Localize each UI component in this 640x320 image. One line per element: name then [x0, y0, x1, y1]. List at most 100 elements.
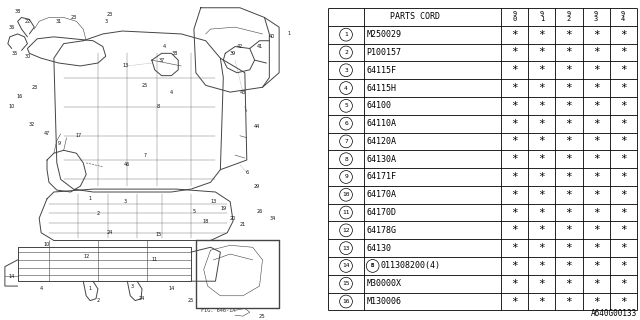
Text: *: * [538, 225, 545, 235]
Text: 20: 20 [230, 216, 236, 221]
Text: 4: 4 [163, 44, 166, 49]
Text: *: * [566, 154, 572, 164]
Text: *: * [566, 243, 572, 253]
Text: 13: 13 [342, 246, 350, 251]
Text: 15: 15 [156, 232, 162, 237]
Text: *: * [593, 261, 600, 271]
Text: 7: 7 [143, 153, 147, 158]
Text: 14: 14 [168, 286, 175, 292]
Text: *: * [511, 136, 518, 147]
Text: *: * [538, 83, 545, 93]
Text: 6: 6 [245, 170, 248, 175]
Text: *: * [593, 172, 600, 182]
Text: 0: 0 [513, 16, 516, 22]
Text: M130006: M130006 [366, 297, 401, 306]
Text: 13: 13 [122, 63, 129, 68]
Text: *: * [620, 119, 627, 129]
Text: *: * [620, 297, 627, 307]
Text: 3: 3 [594, 16, 598, 22]
Text: 43: 43 [240, 90, 246, 95]
Text: *: * [538, 47, 545, 58]
Text: *: * [566, 65, 572, 75]
Text: 26: 26 [257, 209, 262, 214]
Text: 22: 22 [24, 19, 31, 24]
Text: 64178G: 64178G [366, 226, 396, 235]
Text: *: * [620, 83, 627, 93]
Text: 31: 31 [56, 19, 62, 24]
Text: *: * [511, 101, 518, 111]
Text: *: * [620, 261, 627, 271]
Text: 12: 12 [83, 254, 90, 260]
Text: *: * [593, 65, 600, 75]
Text: *: * [511, 30, 518, 40]
Text: 23: 23 [107, 12, 113, 17]
Text: 64170D: 64170D [366, 208, 396, 217]
Text: 64115H: 64115H [366, 84, 396, 92]
Text: 47: 47 [44, 131, 50, 136]
Text: 6: 6 [344, 121, 348, 126]
Text: 29: 29 [253, 184, 260, 189]
Text: 64130: 64130 [366, 244, 391, 253]
Text: *: * [566, 136, 572, 147]
Text: *: * [566, 190, 572, 200]
Text: 4: 4 [170, 90, 173, 95]
Text: 2: 2 [344, 50, 348, 55]
Text: B: B [371, 263, 374, 268]
Text: *: * [511, 119, 518, 129]
Text: *: * [620, 243, 627, 253]
Text: 23: 23 [31, 85, 37, 90]
Text: 2: 2 [97, 211, 99, 216]
Text: *: * [566, 172, 572, 182]
Text: *: * [620, 136, 627, 147]
Text: *: * [538, 208, 545, 218]
Text: *: * [620, 154, 627, 164]
Text: 7: 7 [344, 139, 348, 144]
Text: 1: 1 [88, 286, 92, 292]
Text: *: * [538, 172, 545, 182]
Text: *: * [566, 261, 572, 271]
Text: *: * [538, 65, 545, 75]
Text: 5: 5 [344, 103, 348, 108]
Text: *: * [511, 225, 518, 235]
Text: *: * [620, 225, 627, 235]
Text: PARTS CORD: PARTS CORD [390, 12, 440, 21]
Text: 30: 30 [24, 54, 31, 59]
Text: *: * [511, 83, 518, 93]
Text: 1: 1 [287, 31, 291, 36]
Text: 4: 4 [40, 286, 43, 292]
Text: 16: 16 [342, 299, 350, 304]
Text: 8: 8 [344, 157, 348, 162]
Text: 9: 9 [513, 12, 516, 17]
Text: 3: 3 [131, 284, 134, 289]
Text: 9: 9 [344, 174, 348, 180]
Text: *: * [511, 279, 518, 289]
Text: 9: 9 [594, 12, 598, 17]
Text: *: * [538, 279, 545, 289]
Text: *: * [566, 83, 572, 93]
Text: *: * [620, 65, 627, 75]
Text: 34: 34 [269, 216, 275, 221]
Text: *: * [566, 279, 572, 289]
Text: *: * [593, 30, 600, 40]
Text: 1: 1 [540, 16, 544, 22]
Text: *: * [593, 83, 600, 93]
Text: *: * [538, 101, 545, 111]
Text: *: * [620, 30, 627, 40]
Text: *: * [620, 279, 627, 289]
Text: *: * [511, 190, 518, 200]
Text: *: * [593, 297, 600, 307]
Text: 1: 1 [88, 196, 92, 201]
Text: *: * [593, 279, 600, 289]
Text: *: * [538, 297, 545, 307]
Text: 8: 8 [157, 104, 160, 109]
Text: 2: 2 [567, 16, 571, 22]
Text: *: * [538, 30, 545, 40]
Text: 5: 5 [193, 209, 195, 214]
Text: 9: 9 [567, 12, 571, 17]
Text: 38: 38 [172, 51, 177, 56]
Text: 25: 25 [259, 314, 266, 319]
Text: 10: 10 [8, 104, 15, 109]
Text: *: * [566, 101, 572, 111]
Text: 11: 11 [152, 257, 158, 262]
Text: 9: 9 [621, 12, 625, 17]
